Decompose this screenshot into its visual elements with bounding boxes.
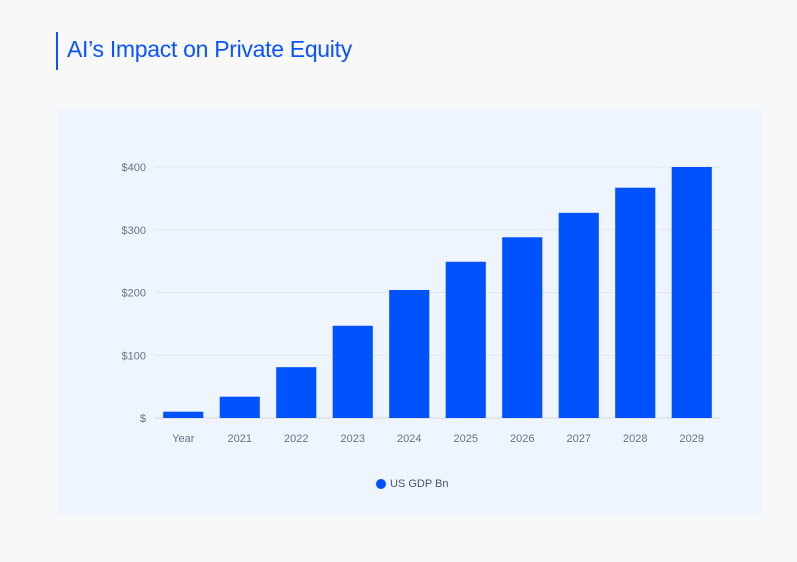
bar-2028 [615,187,656,418]
x-tick-label: 2026 [510,433,534,445]
bar-2025 [445,261,486,418]
y-tick-label: $ [140,413,146,425]
y-tick-label: $100 [122,350,146,362]
x-tick-label: 2022 [284,433,308,445]
legend-label: US GDP Bn [390,478,449,490]
x-tick-label: Year [172,433,195,445]
legend-swatch [376,479,386,489]
x-tick-label: 2028 [623,433,647,445]
y-tick-label: $200 [122,288,146,300]
bar-2024 [389,289,430,418]
x-tick-label: 2023 [341,433,365,445]
bar-2021 [219,396,260,418]
bar-2026 [502,237,543,418]
page-title: AI’s Impact on Private Equity [67,36,352,62]
bar-Year [163,411,204,418]
x-tick-label: 2024 [397,433,421,445]
bar-2027 [558,212,599,418]
bar-2029 [671,167,712,418]
x-tick-label: 2021 [228,433,252,445]
x-tick-label: 2027 [567,433,591,445]
bar-2022 [276,367,317,418]
legend[interactable]: US GDP Bn [376,478,449,490]
y-tick-label: $400 [122,162,146,174]
x-tick-label: 2025 [454,433,478,445]
y-tick-label: $300 [122,225,146,237]
bar-2023 [332,325,373,418]
title-accent-bar [56,32,58,70]
x-tick-label: 2029 [680,433,704,445]
